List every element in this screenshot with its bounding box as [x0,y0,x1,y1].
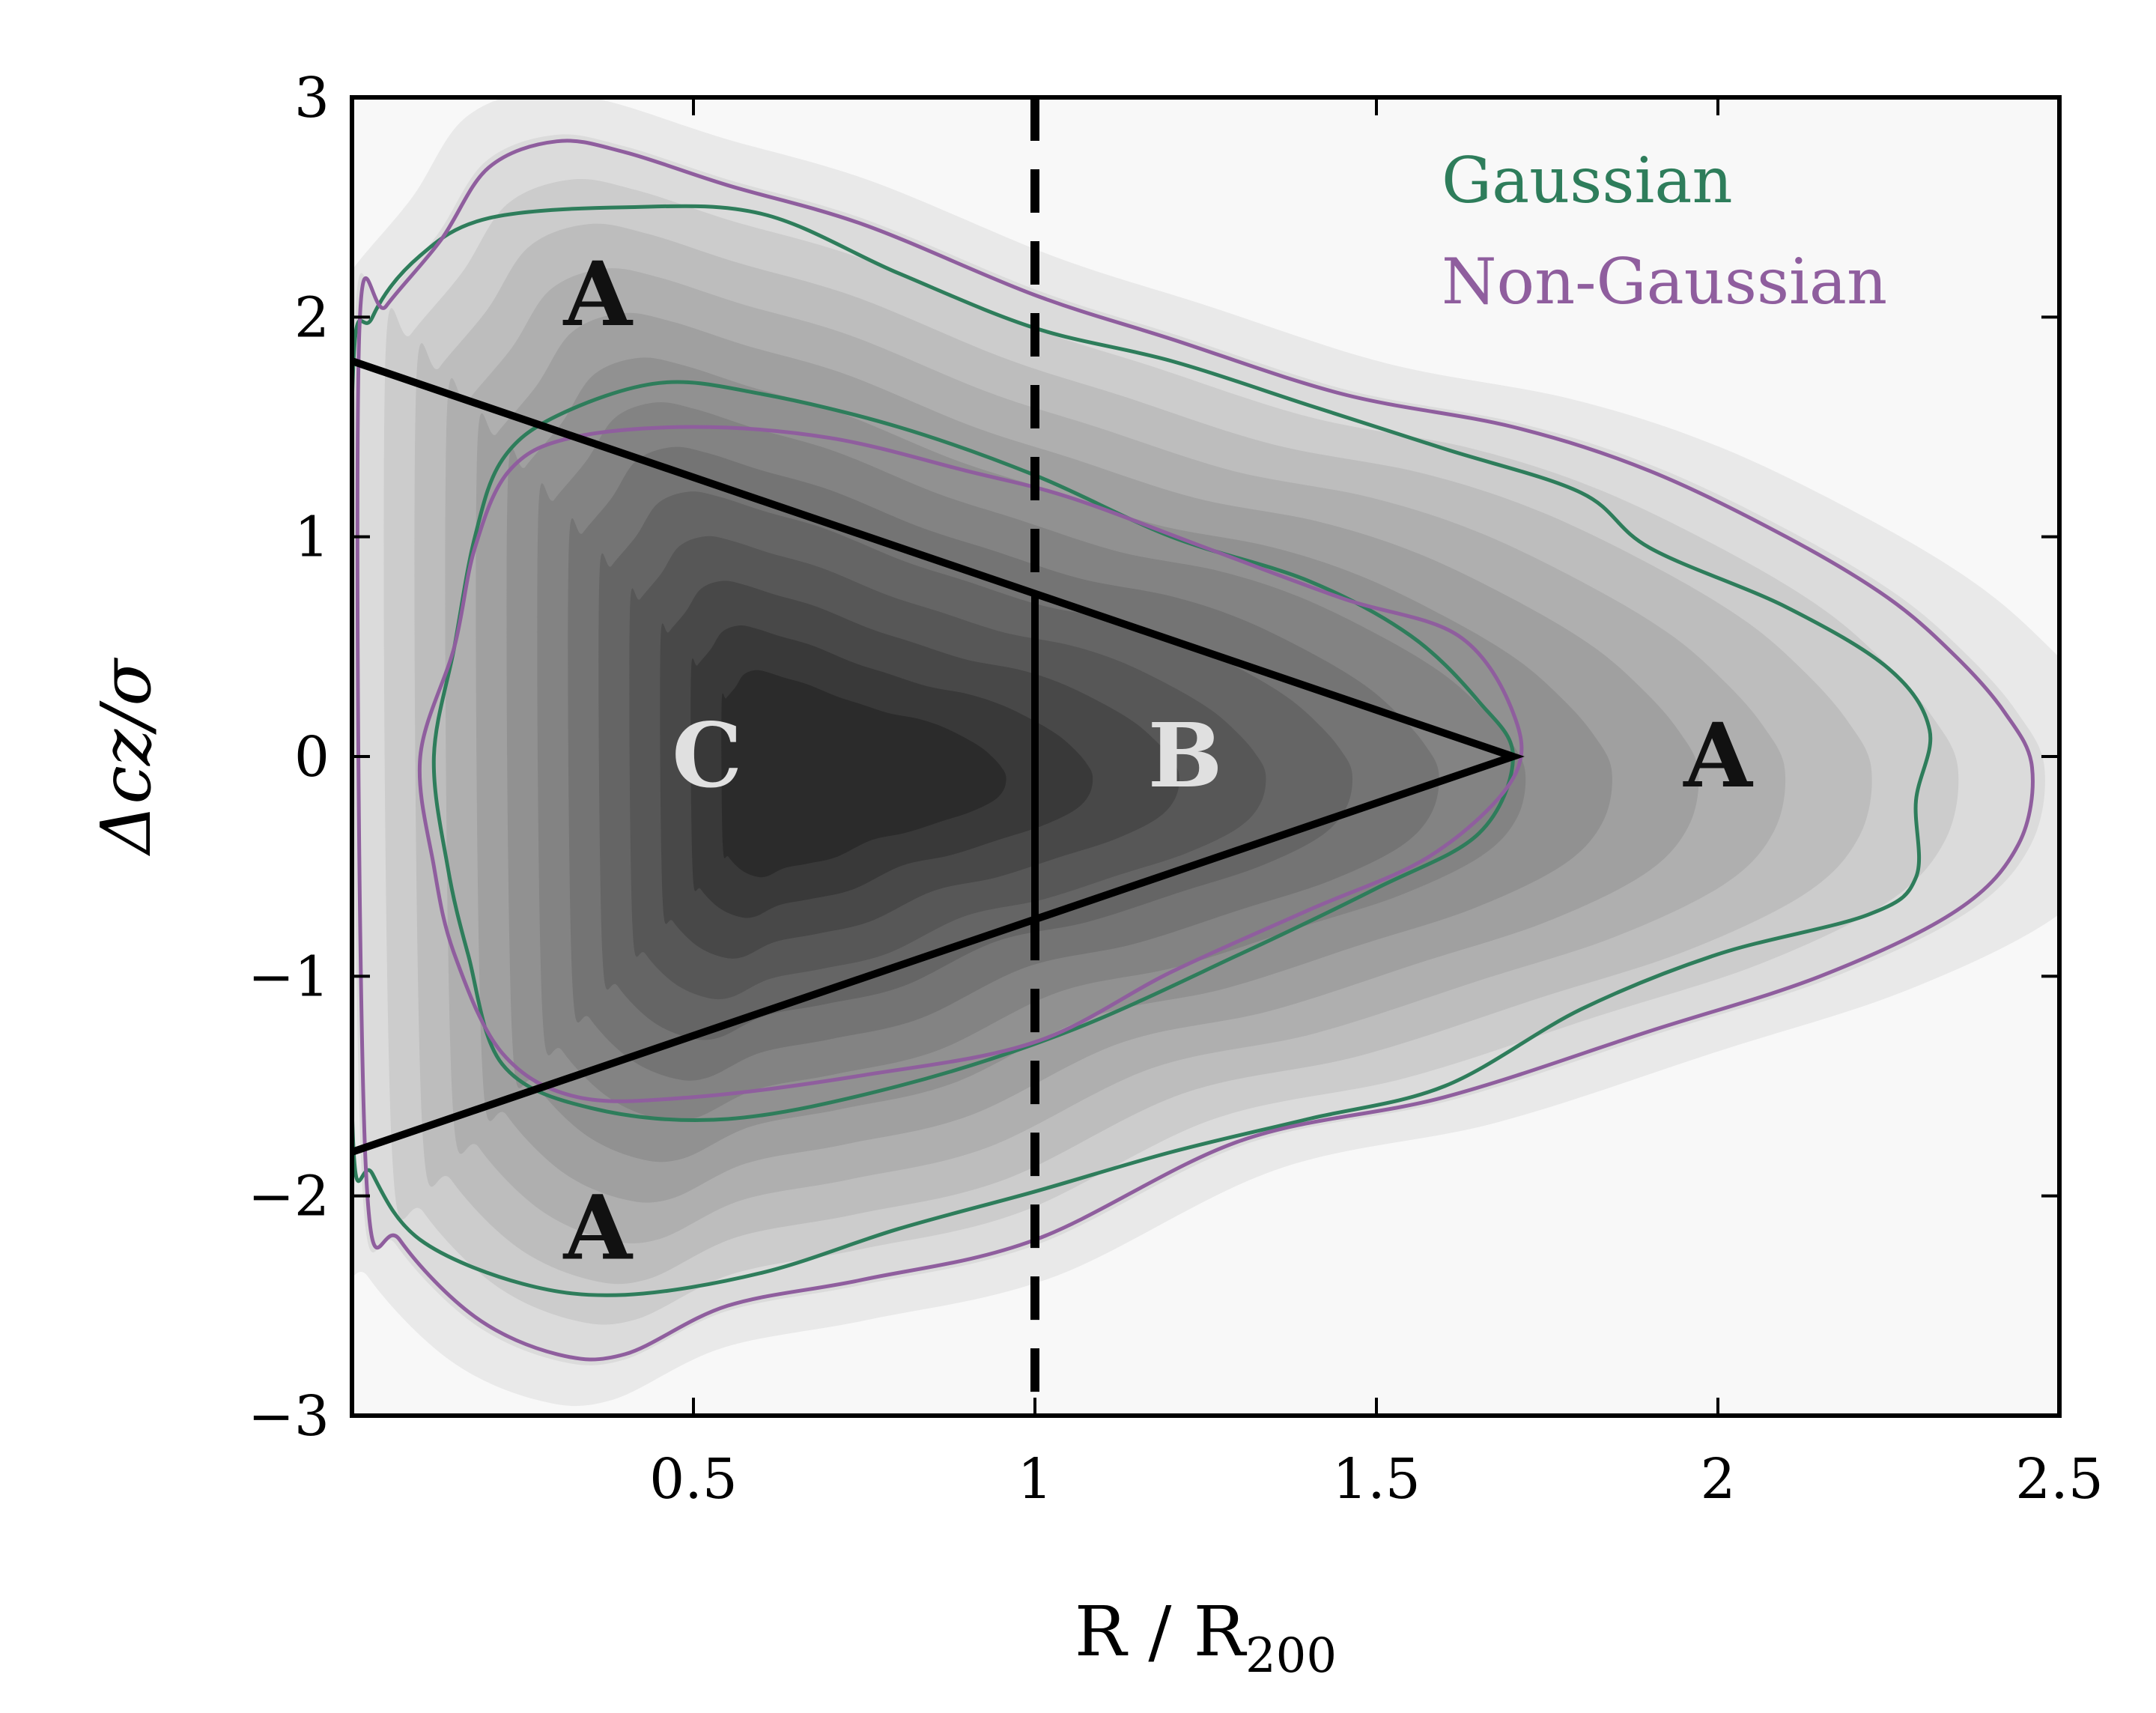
region-label-c: C [672,703,742,807]
y-tick-label: −3 [248,1384,330,1449]
region-label-b: B [1148,703,1223,807]
x-tick-label: 1.5 [1332,1447,1421,1512]
region-boundary-solid [350,357,1525,1156]
x-tick-label: 2.5 [2015,1447,2104,1512]
legend: Gaussian Non-Gaussian [1442,144,1887,318]
legend-entry-gaussian: Gaussian [1442,144,1733,217]
region-label-a: A [563,242,634,346]
contour-gaussian-outer [352,204,1933,1297]
y-tick-label: 0 [294,725,330,789]
contour-non-gaussian-outer [355,139,2035,1362]
contour-non-gaussian-inner [417,425,1524,1103]
contour-gaussian-inner [431,380,1515,1123]
region-label-a: A [1683,703,1753,807]
x-tick-label: 0.5 [649,1447,738,1512]
density-level [721,670,1006,878]
y-tick-label: −2 [248,1165,330,1229]
contour-lines [352,139,2035,1362]
y-tick-label: 3 [294,66,330,130]
y-tick-label: 2 [294,285,330,350]
x-tick-label: 1 [1017,1447,1052,1512]
density-field [352,97,2059,1407]
region-label-a: A [563,1176,634,1280]
y-tick-label: 1 [294,506,330,570]
region-labels: A A A B C [563,242,1754,1280]
region-boundaries [350,97,1525,1416]
y-tick-label: −1 [248,945,330,1009]
x-axis-title: R / R200 [1075,1592,1337,1684]
legend-entry-non-gaussian: Non-Gaussian [1442,245,1887,318]
axis-ticks: 0.5 1 1.5 2 2.5 3 2 1 0 −1 −2 −3 [248,66,2104,1512]
y-axis-title: Δcz/σ [86,658,166,856]
x-tick-label: 2 [1700,1447,1735,1512]
